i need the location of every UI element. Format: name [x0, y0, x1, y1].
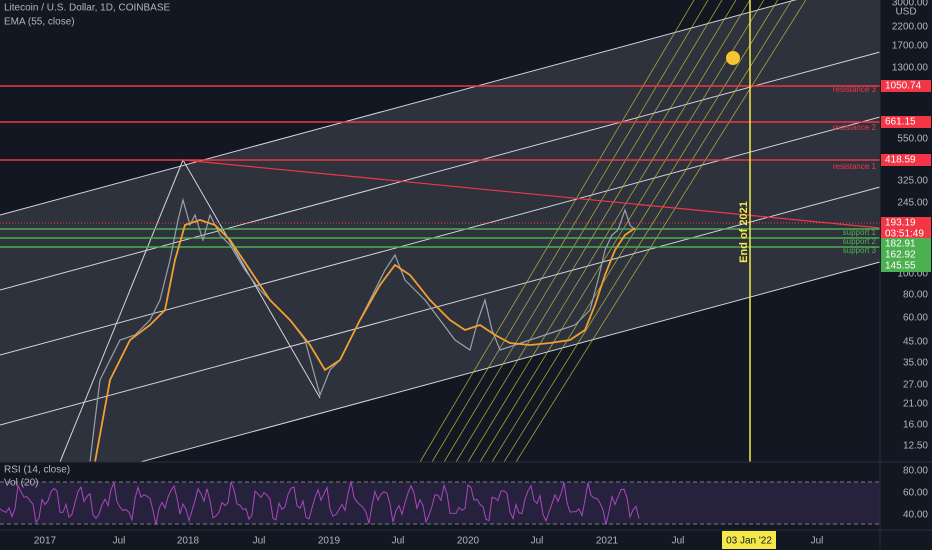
- price-tag: [881, 238, 931, 250]
- indicator-label: EMA (55, close): [4, 17, 75, 28]
- level-annotation: resistance 1: [833, 162, 877, 171]
- fan-line: [479, 0, 765, 463]
- fan-line: [443, 0, 723, 463]
- price-label: 80.00: [903, 290, 928, 301]
- fan-line: [491, 0, 779, 463]
- price-tag-label: 162.92: [885, 250, 916, 261]
- level-annotation: resistance 2: [833, 123, 877, 132]
- price-tag-label: 1050.74: [885, 81, 922, 92]
- channel-line: [0, 0, 797, 216]
- time-cursor-label: 03 Jan '22: [726, 536, 772, 547]
- time-label: 2020: [457, 536, 480, 547]
- rsi-line: [0, 481, 640, 526]
- fan-line: [503, 0, 793, 463]
- fan-line: [515, 0, 807, 463]
- price-tag-label: 661.15: [885, 117, 916, 128]
- rsi-label: 80.00: [903, 466, 928, 477]
- price-tag: [881, 228, 931, 240]
- price-tag-label: 182.91: [885, 239, 916, 250]
- time-cursor: [722, 531, 776, 549]
- price-label: 100.00: [897, 269, 928, 280]
- channel-line: [0, 116, 881, 356]
- currency-label: USD: [895, 7, 916, 18]
- fan-line: [431, 0, 709, 463]
- price-label: 325.00: [897, 176, 928, 187]
- price-label: 21.00: [903, 399, 928, 410]
- price-label: 3000.00: [892, 0, 929, 9]
- price-label: 2200.00: [892, 22, 929, 33]
- chart-drawings: [0, 0, 881, 530]
- fan-line: [419, 0, 695, 463]
- price-label: 245.00: [897, 198, 928, 209]
- level-annotation: support 2: [843, 237, 877, 246]
- fan-line: [467, 0, 751, 463]
- price-label: 35.00: [903, 358, 928, 369]
- time-label: Jul: [531, 536, 544, 547]
- price-tag-label: 145.55: [885, 261, 916, 272]
- price-label: 27.00: [903, 380, 928, 391]
- level-annotation: support 1: [843, 228, 877, 237]
- trend-line: [182, 159, 881, 229]
- fan-lines: [419, 0, 807, 463]
- channel-line: [0, 261, 881, 501]
- price-label: 12.50: [903, 441, 928, 452]
- price-label: 16.00: [903, 420, 928, 431]
- price-tag: [881, 116, 931, 128]
- time-label: 2019: [318, 536, 341, 547]
- price-tag-label: 03:51:49: [885, 229, 924, 240]
- price-label: 1700.00: [892, 41, 929, 52]
- time-label: 2021: [596, 536, 619, 547]
- price-tag: [881, 260, 931, 272]
- rsi-label: 40.00: [903, 510, 928, 521]
- rsi-title: RSI (14, close): [4, 465, 70, 476]
- time-label: 2018: [177, 536, 200, 547]
- price-label: 60.00: [903, 313, 928, 324]
- price-tag-label: 418.59: [885, 155, 916, 166]
- channel-line: [0, 186, 881, 426]
- price-tag: [881, 154, 931, 166]
- price-label: 550.00: [897, 134, 928, 145]
- price-tag: [881, 249, 931, 261]
- price-label: 1300.00: [892, 63, 929, 74]
- time-label: Jul: [253, 536, 266, 547]
- level-annotation: resistance 3: [833, 85, 877, 94]
- volume-title: Vol (20): [4, 478, 38, 489]
- time-label: Jul: [811, 536, 824, 547]
- rsi-band: [0, 482, 880, 524]
- price-label: 45.00: [903, 337, 928, 348]
- price-tag: [881, 217, 931, 229]
- price-tag-label: 193.19: [885, 218, 916, 229]
- ema-line: [94, 219, 636, 463]
- price-tag: [881, 80, 931, 92]
- emoji: [726, 51, 740, 65]
- pitchfork-line: [59, 159, 184, 463]
- time-label: Jul: [113, 536, 126, 547]
- time-label: 2017: [34, 536, 57, 547]
- time-label: Jul: [672, 536, 685, 547]
- fan-line: [455, 0, 737, 463]
- rsi-label: 60.00: [903, 488, 928, 499]
- time-label: Jul: [392, 536, 405, 547]
- level-annotation: support 3: [843, 246, 877, 255]
- vertical-note: End of 2021: [738, 201, 750, 263]
- chart-title: Litecoin / U.S. Dollar, 1D, COINBASE: [4, 3, 171, 14]
